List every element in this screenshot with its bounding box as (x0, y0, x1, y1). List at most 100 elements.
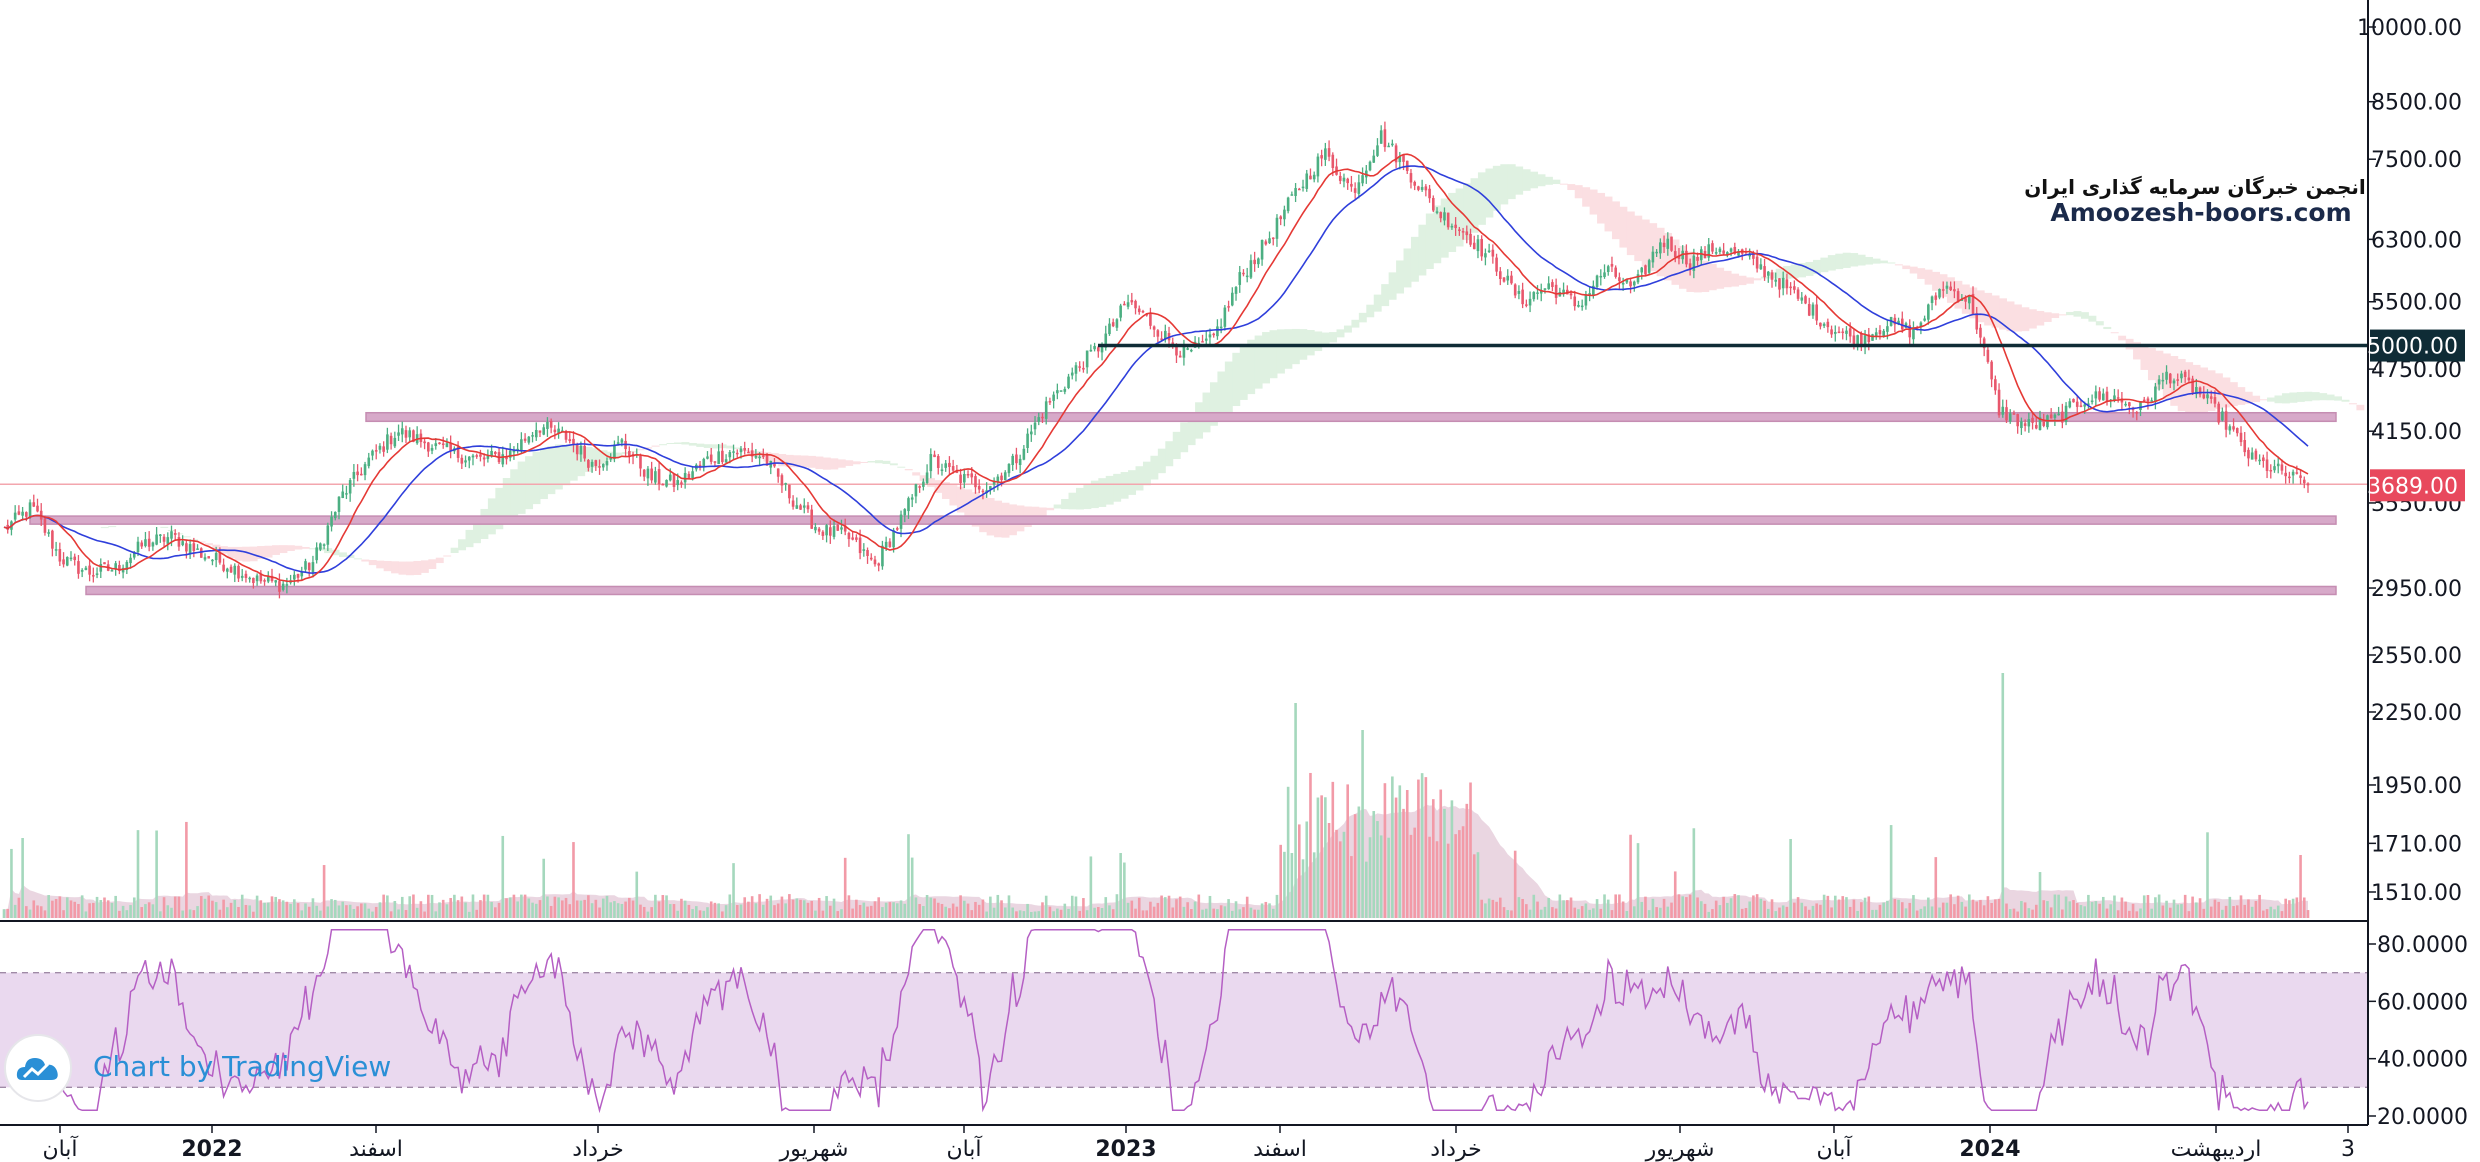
candle-body (1197, 342, 1201, 345)
candle-body (1338, 175, 1342, 181)
volume-bar (1011, 907, 1015, 918)
volume-bar (2083, 906, 2086, 918)
volume-bar (992, 907, 996, 918)
candle-body (326, 525, 330, 545)
cloud-segment (1120, 472, 1129, 499)
candle-body (456, 446, 460, 458)
cloud-segment (2244, 391, 2253, 404)
volume-bar (523, 894, 527, 918)
cloud-segment (309, 548, 318, 550)
cloud-segment (1172, 431, 1181, 460)
candle-body (2213, 397, 2217, 404)
volume-bar (516, 901, 519, 918)
candle-body (1283, 209, 1286, 220)
candle-body (1424, 186, 1428, 191)
candle-body (1673, 251, 1677, 258)
candle-body (970, 473, 974, 478)
candle-body (408, 430, 412, 438)
candle-body (118, 565, 121, 571)
cloud-segment (1991, 295, 2000, 328)
candle-body (1178, 355, 1182, 358)
cloud-segment (2021, 307, 2030, 332)
candle-body (1428, 188, 1431, 199)
candle-body (1119, 305, 1122, 318)
volume-bar (1160, 895, 1163, 918)
candle-body (207, 556, 211, 559)
volume-bar (1547, 897, 1550, 918)
candle-body (1160, 338, 1163, 340)
volume-bar (829, 905, 832, 918)
candle-body (1997, 389, 2001, 416)
candle-body (1592, 285, 1595, 296)
volume-bar (289, 903, 292, 918)
tradingview-logo[interactable] (4, 1034, 72, 1102)
candle-body (25, 512, 28, 517)
cloud-segment (2133, 342, 2142, 360)
candle-body (1867, 334, 1871, 343)
volume-bar (1141, 910, 1145, 918)
cloud-segment (1500, 164, 1509, 205)
candle-body (613, 444, 616, 459)
volume-bar (1502, 907, 1506, 918)
volume-bar (1971, 899, 1975, 918)
candle-body (1431, 197, 1435, 211)
cloud-segment (822, 457, 831, 470)
volume-bar (132, 897, 136, 918)
volume-bar (2187, 911, 2191, 918)
volume-bar (2195, 902, 2198, 918)
cloud-segment (874, 460, 883, 464)
candle-body (523, 438, 527, 441)
candle-body (1651, 251, 1655, 263)
candle-body (1000, 475, 1003, 481)
volume-bar (207, 895, 211, 918)
volume-bar (2150, 908, 2153, 918)
cloud-segment (1217, 371, 1226, 420)
volume-bar (1945, 902, 1949, 918)
volume-bar (1841, 896, 1845, 918)
candle-body (553, 429, 557, 433)
volume-bar (471, 894, 475, 918)
candle-body (2079, 405, 2083, 407)
volume-bar (211, 900, 214, 918)
volume-bar (661, 895, 665, 918)
volume-bar (1446, 843, 1450, 918)
volume-bar (654, 894, 657, 918)
candle-body (2020, 421, 2023, 429)
candle-body (248, 577, 251, 580)
volume-bar (1476, 852, 1480, 918)
cloud-segment (711, 444, 720, 449)
tradingview-attribution[interactable]: Chart by TradingView (93, 1050, 392, 1083)
volume-bar (1778, 907, 1781, 918)
cloud-segment (2177, 358, 2186, 412)
cloud-segment (1418, 224, 1427, 276)
volume-bar (1569, 897, 1573, 918)
cloud-segment (2140, 345, 2149, 370)
volume-bar (1115, 894, 1119, 918)
candle-body (1863, 335, 1867, 347)
candle-body (2027, 419, 2031, 427)
cloud-segment (197, 541, 206, 543)
last-price-label-bg (2370, 469, 2465, 502)
volume-bar (296, 903, 300, 918)
cloud-segment (956, 486, 965, 513)
candle-body (873, 559, 877, 565)
volume-bar (2023, 902, 2027, 918)
candle-body (814, 526, 817, 531)
time-tick-label: آبان (42, 1135, 78, 1162)
cloud-segment (800, 455, 809, 468)
volume-bar (2176, 904, 2180, 918)
candle-body (855, 537, 858, 540)
volume-bar (1268, 903, 1271, 918)
volume-bar (1837, 899, 1841, 918)
candle-body (575, 445, 579, 455)
candle-body (1074, 365, 1078, 374)
volume-bar (1629, 834, 1632, 918)
volume-bar (345, 905, 348, 918)
volume-bar (1119, 853, 1122, 918)
candle-body (2124, 403, 2127, 406)
volume-bar (624, 901, 627, 918)
candle-body (992, 480, 996, 485)
candle-body (2280, 464, 2284, 471)
cloud-segment (204, 543, 213, 546)
cloud-segment (1731, 273, 1740, 287)
